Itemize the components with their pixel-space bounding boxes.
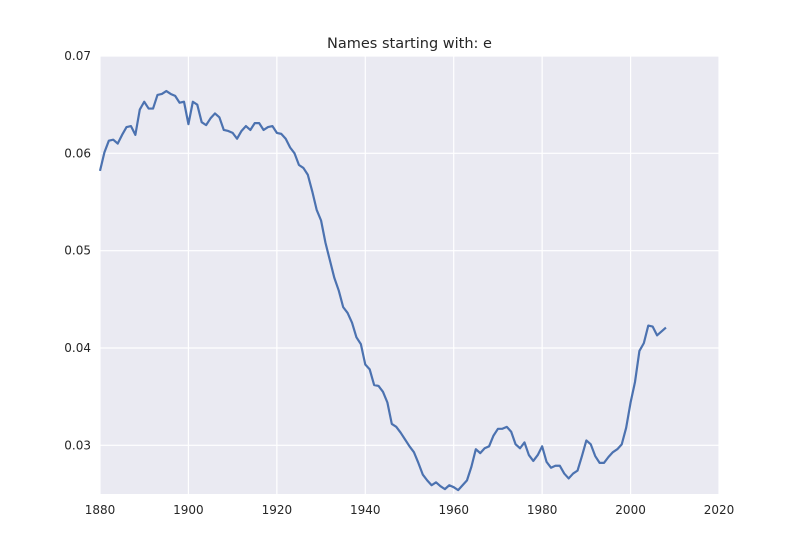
y-tick-label: 0.05: [64, 244, 91, 258]
series-line: [98, 89, 667, 492]
y-tick-label: 0.06: [64, 146, 91, 160]
chart-title: Names starting with: e: [327, 36, 492, 52]
x-tick-label: 2020: [704, 503, 735, 517]
x-tick-label: 1980: [527, 503, 558, 517]
x-tick-label: 1940: [350, 503, 381, 517]
x-tick-label: 1880: [85, 503, 116, 517]
y-tick-label: 0.07: [64, 49, 91, 63]
x-tick-label: 2000: [615, 503, 646, 517]
y-tick-label: 0.03: [64, 438, 91, 452]
x-tick-label: 1900: [173, 503, 204, 517]
y-tick-label: 0.04: [64, 341, 91, 355]
grid: [99, 55, 720, 494]
x-axis-ticks: 1880 1900 1920 1940 1960 1980 2000 2020: [85, 503, 735, 517]
x-tick-label: 1920: [262, 503, 293, 517]
x-tick-label: 1960: [438, 503, 469, 517]
y-axis-ticks: 0.03 0.04 0.05 0.06 0.07: [64, 49, 91, 452]
plot-area: [100, 56, 719, 494]
